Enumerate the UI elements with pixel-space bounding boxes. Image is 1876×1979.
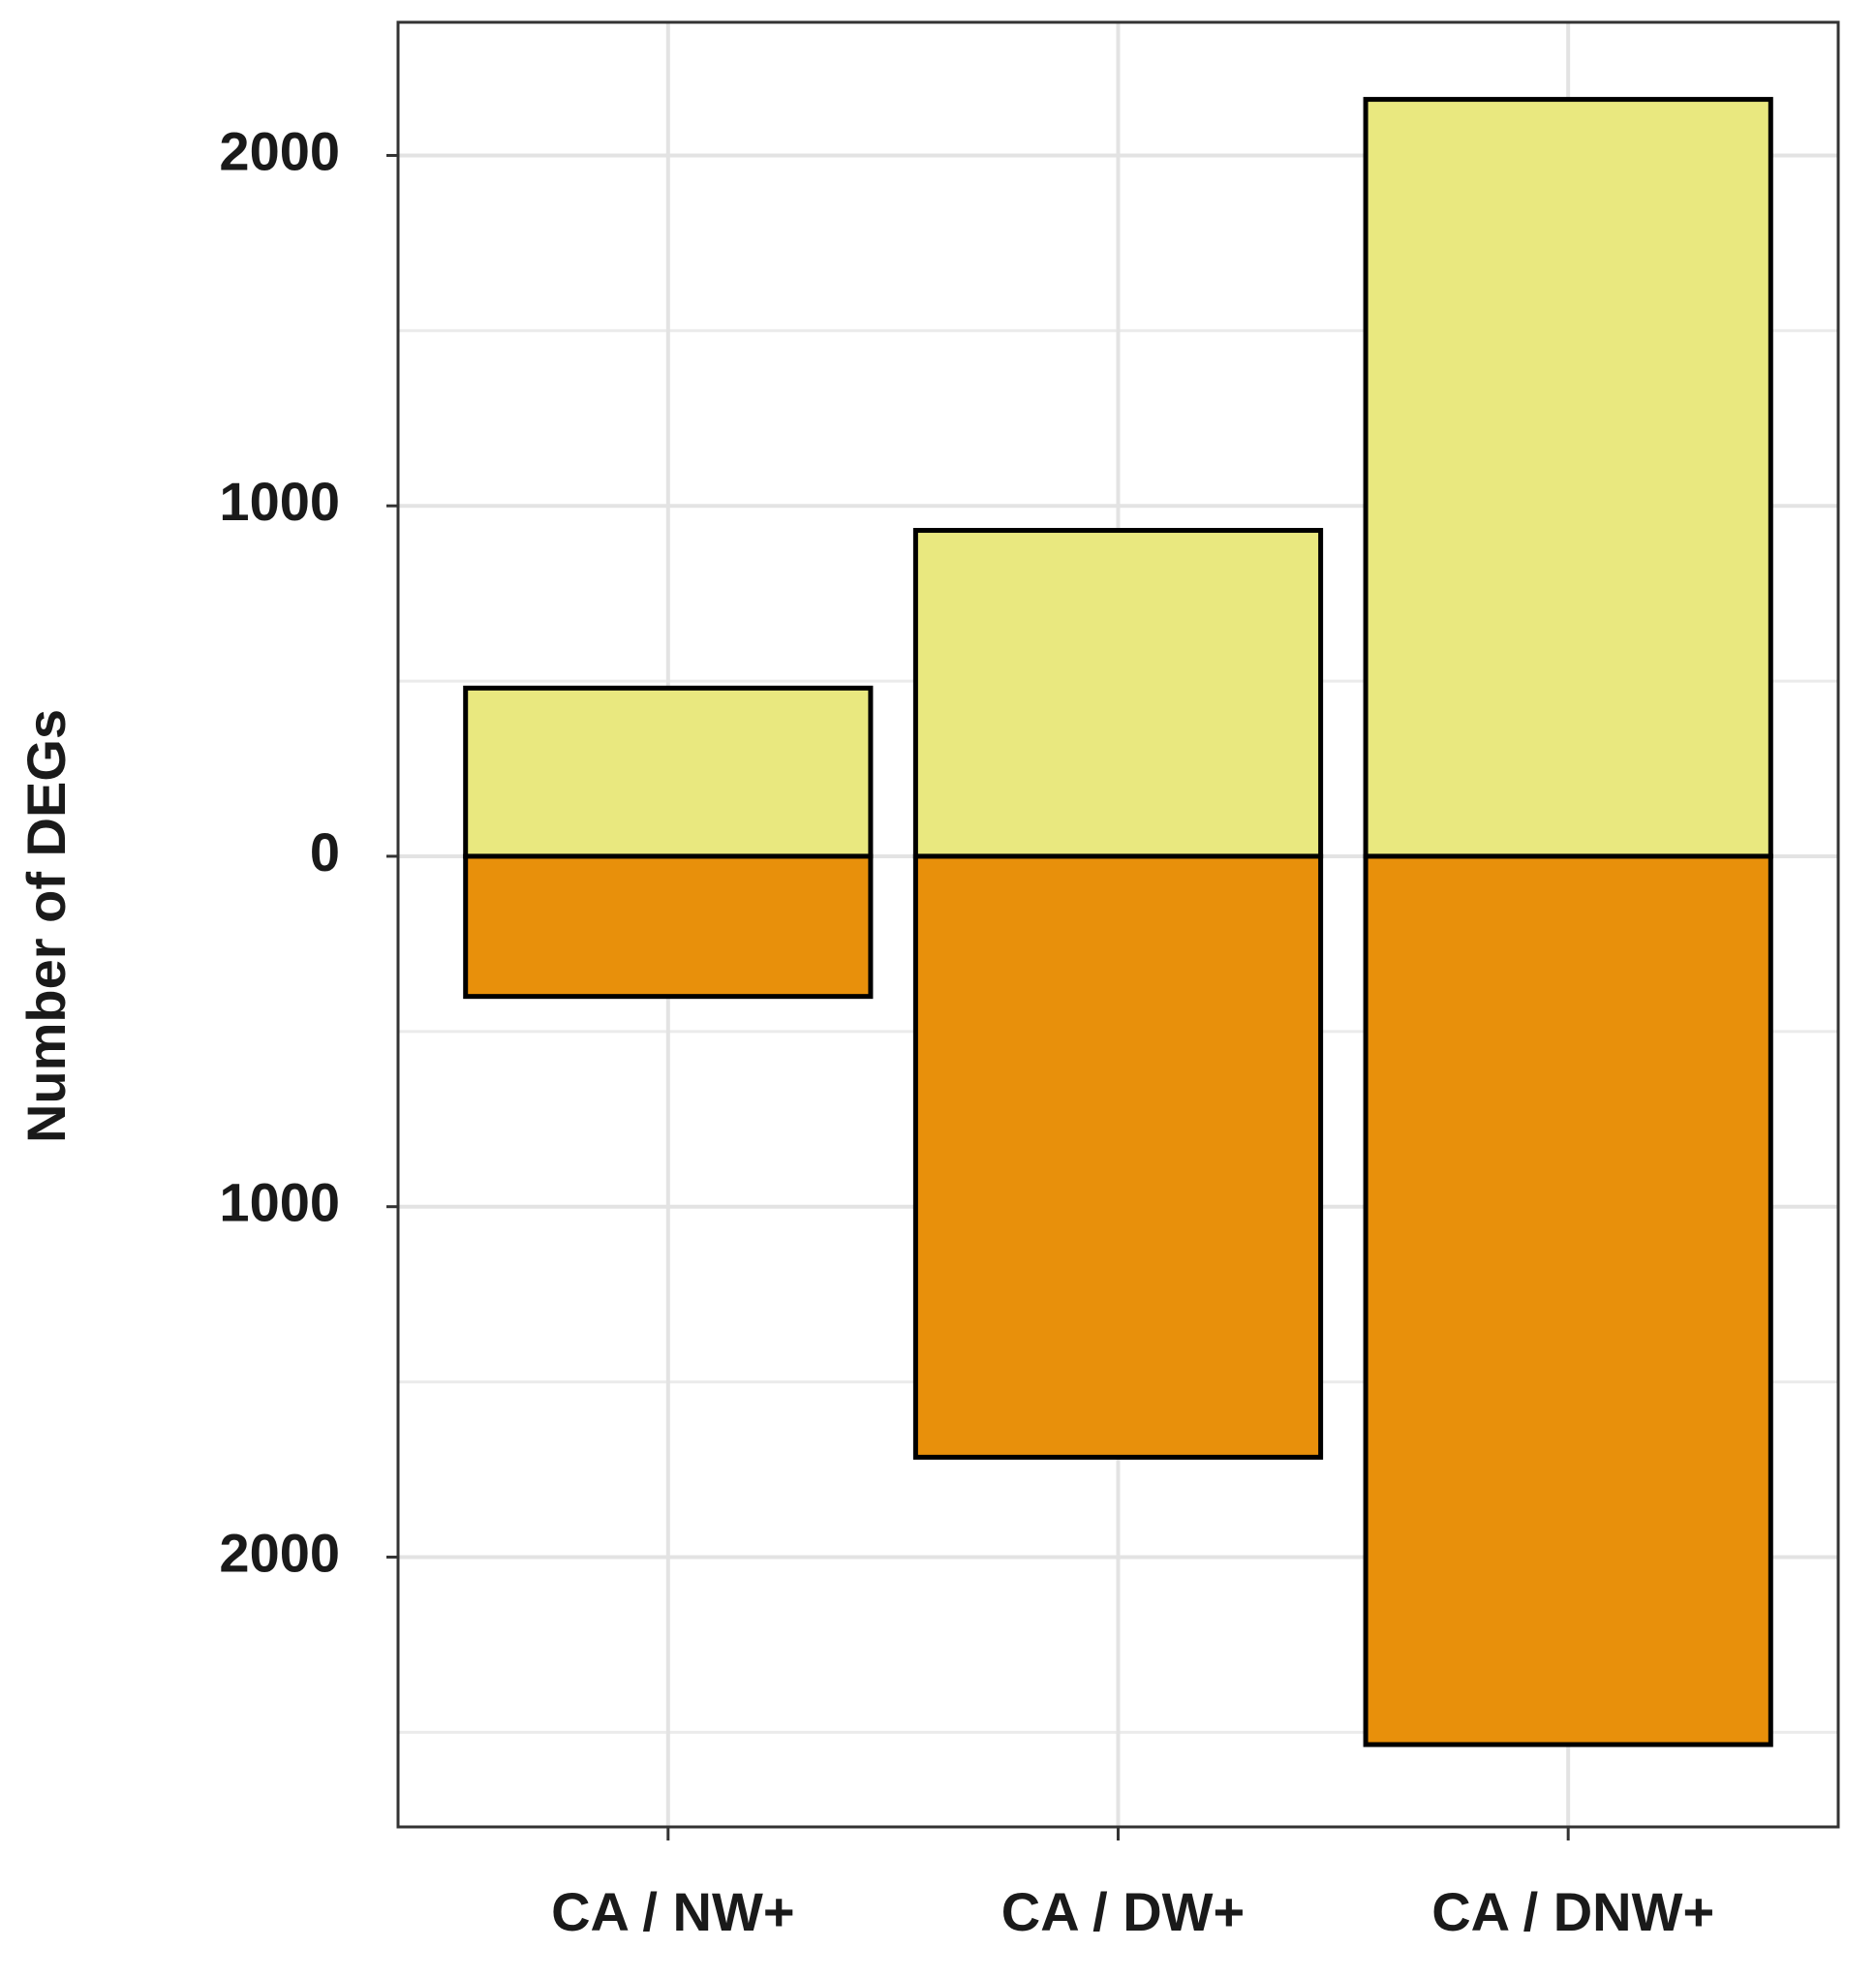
x-tick-label: CA / DW+ <box>1001 1881 1245 1942</box>
y-axis-label: Number of DEGs <box>15 709 77 1143</box>
bar <box>1363 97 1773 859</box>
plot-border <box>396 20 1840 1829</box>
y-tick-label: 2000 <box>219 1522 340 1583</box>
y-tick-label: 1000 <box>219 1172 340 1233</box>
y-tick-label: 1000 <box>219 471 340 532</box>
bar <box>463 853 874 1000</box>
y-tick-label: 0 <box>310 821 340 882</box>
x-tick-label: CA / DNW+ <box>1431 1881 1714 1942</box>
x-tick-label: CA / NW+ <box>551 1881 794 1942</box>
y-tick-label: 2000 <box>219 120 340 181</box>
bar <box>912 853 1324 1460</box>
bar <box>1363 853 1773 1747</box>
bar <box>463 685 874 859</box>
bar <box>912 528 1324 859</box>
